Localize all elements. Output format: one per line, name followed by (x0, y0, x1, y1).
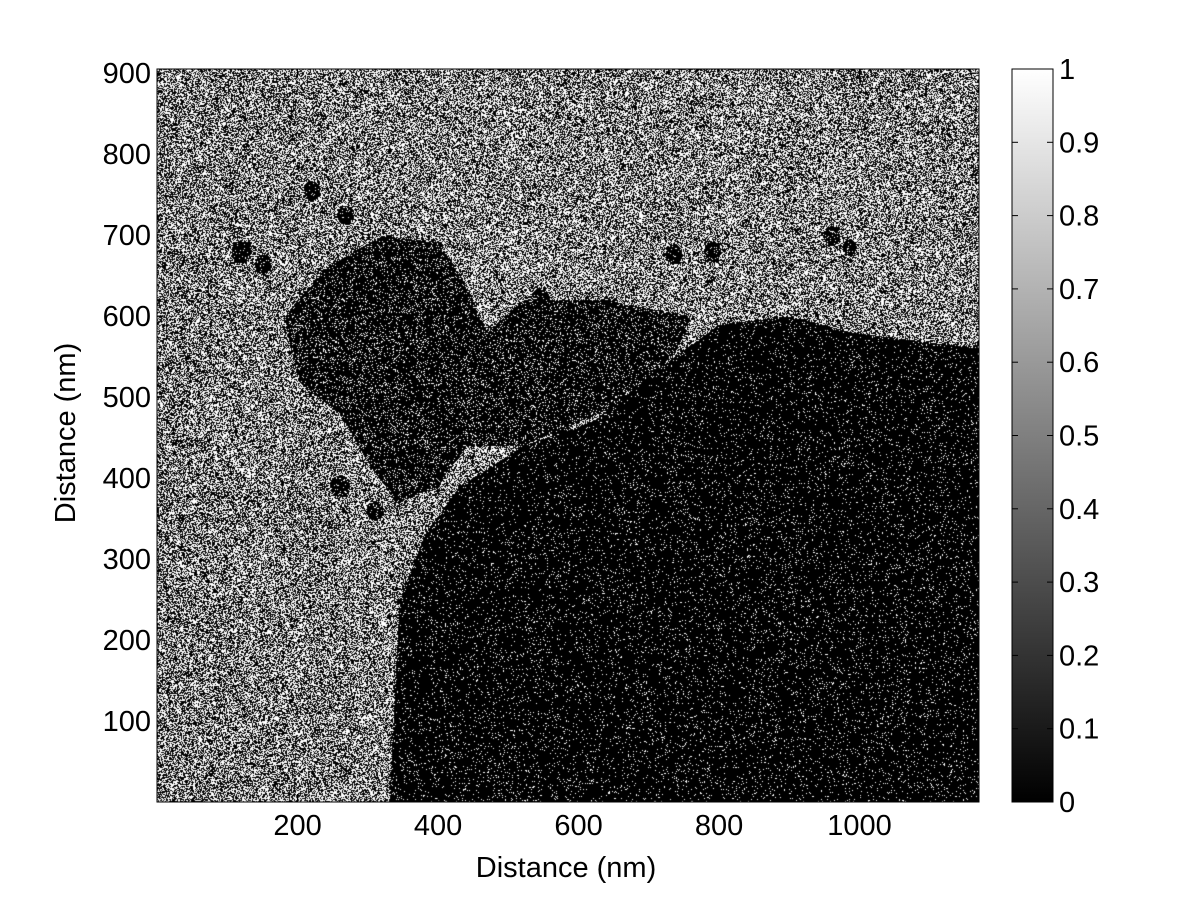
y-tick-label: 900 (103, 58, 151, 90)
colorbar-tick-label: 0.8 (1059, 201, 1099, 233)
x-tick-label: 400 (414, 810, 462, 842)
x-axis-label: Distance (nm) (476, 852, 657, 884)
heatmap-image (157, 69, 979, 802)
colorbar-tick-label: 0.9 (1059, 127, 1099, 159)
y-tick-label: 600 (103, 301, 151, 333)
colorbar-tick-label: 1 (1059, 54, 1075, 86)
colorbar-gradient (1011, 68, 1054, 803)
y-tick-label: 800 (103, 139, 151, 171)
x-axis-ticks: 200 400 600 800 1000 (273, 69, 892, 842)
y-tick-label: 100 (103, 706, 151, 738)
colorbar: 0 0.1 0.2 0.3 0.4 0.5 0.6 0.7 0.8 0.9 1 (1011, 54, 1099, 819)
y-tick-label: 700 (103, 220, 151, 252)
plot-frame (156, 68, 980, 803)
colorbar-tick-label: 0.3 (1059, 567, 1099, 599)
x-tick-label: 200 (273, 810, 321, 842)
x-tick-label: 600 (554, 810, 602, 842)
y-tick-label: 300 (103, 544, 151, 576)
colorbar-tick-label: 0.4 (1059, 494, 1099, 526)
y-axis-ticks: 100 200 300 400 500 600 700 800 900 (103, 58, 979, 738)
y-tick-label: 400 (103, 463, 151, 495)
y-tick-label: 200 (103, 625, 151, 657)
colorbar-tick-label: 0.1 (1059, 714, 1099, 746)
colorbar-tick-label: 0.5 (1059, 421, 1099, 453)
colorbar-ticks: 0 0.1 0.2 0.3 0.4 0.5 0.6 0.7 0.8 0.9 1 (1012, 54, 1099, 819)
y-tick-label: 500 (103, 382, 151, 414)
colorbar-tick-label: 0.7 (1059, 274, 1099, 306)
x-tick-label: 1000 (827, 810, 892, 842)
y-axis-label: Distance (nm) (50, 343, 82, 524)
colorbar-tick-label: 0 (1059, 787, 1075, 819)
colorbar-tick-label: 0.6 (1059, 347, 1099, 379)
heatmap-plot: 200 400 600 800 1000 100 200 300 400 500 600 700 80… (50, 58, 980, 884)
x-tick-label: 800 (695, 810, 743, 842)
colorbar-tick-label: 0.2 (1059, 640, 1099, 672)
